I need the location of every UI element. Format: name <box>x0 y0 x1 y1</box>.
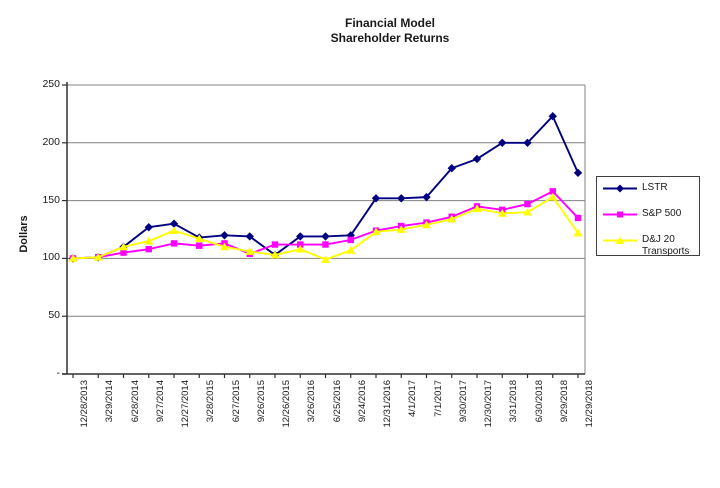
x-tick-label: 6/27/2015 <box>230 380 242 423</box>
marker-triangle <box>68 254 78 262</box>
x-tick-label: 9/26/2015 <box>255 380 267 423</box>
x-tick-label: 9/29/2018 <box>558 380 570 423</box>
x-tick-label: 9/30/2017 <box>457 380 469 423</box>
x-tick-label: 4/1/2017 <box>407 380 419 417</box>
chart-subtitle: Shareholder Returns <box>330 31 450 45</box>
x-tick-label: 3/28/2015 <box>205 380 217 423</box>
legend-marker-square <box>617 211 623 218</box>
x-tick-label: 12/31/2016 <box>382 380 393 428</box>
y-tick-label: - <box>56 367 61 379</box>
x-tick-label: 3/26/2016 <box>306 380 318 423</box>
legend-item-s-p-500: S&P 500 <box>603 208 699 221</box>
legend: LSTR S&P 500 D&J 20 Transports <box>596 176 700 258</box>
marker-triangle <box>93 253 103 261</box>
marker-diamond <box>169 219 179 228</box>
marker-square <box>549 188 556 195</box>
y-tick-label: 100 <box>42 251 60 264</box>
marker-triangle <box>118 242 129 251</box>
marker-square <box>271 241 279 248</box>
marker-triangle <box>371 227 381 236</box>
marker-diamond <box>245 232 254 241</box>
marker-square <box>574 214 582 222</box>
marker-triangle <box>573 228 583 237</box>
marker-triangle <box>497 209 507 217</box>
x-tick-label: 6/28/2014 <box>129 380 141 423</box>
marker-triangle <box>522 207 533 216</box>
marker-triangle <box>421 220 432 229</box>
x-tick-label: 3/31/2018 <box>508 380 520 423</box>
x-tick-label: 3/29/2014 <box>104 380 116 423</box>
marker-triangle <box>194 234 204 243</box>
marker-square <box>297 241 304 248</box>
marker-diamond <box>220 231 229 240</box>
legend-marker-triangle <box>615 236 625 244</box>
marker-diamond <box>422 192 431 202</box>
marker-diamond <box>447 164 456 173</box>
marker-square <box>347 236 354 244</box>
legend-label: S&P 500 <box>642 208 682 219</box>
legend-item-d-j-20-transports: D&J 20 Transports <box>603 234 699 258</box>
legend-swatch-triangle-icon <box>603 236 637 244</box>
marker-diamond <box>573 168 583 178</box>
legend-label: LSTR <box>642 182 668 193</box>
marker-diamond <box>144 222 153 232</box>
y-tick-label: 50 <box>48 309 60 322</box>
legend-swatch-diamond-icon <box>603 184 637 193</box>
marker-triangle <box>320 255 331 263</box>
marker-diamond <box>346 231 355 240</box>
marker-square <box>322 241 329 248</box>
marker-diamond <box>296 232 305 241</box>
y-tick-label: 250 <box>42 78 60 90</box>
marker-square <box>120 249 127 256</box>
marker-diamond <box>523 138 532 147</box>
marker-square <box>145 245 152 253</box>
x-tick-label: 12/26/2015 <box>281 380 292 428</box>
legend-label: D&J 20 Transports <box>642 234 690 257</box>
marker-triangle <box>472 204 482 213</box>
legend-swatch-square-icon <box>603 211 637 218</box>
x-tick-label: 9/27/2014 <box>154 380 166 423</box>
marker-triangle <box>396 225 406 233</box>
marker-triangle <box>548 192 558 201</box>
marker-triangle <box>295 244 305 253</box>
legend-marker-diamond <box>616 184 624 193</box>
chart-title: Financial Model <box>344 16 435 30</box>
marker-square <box>196 242 203 249</box>
x-tick-label: 6/30/2018 <box>533 380 545 423</box>
marker-diamond <box>371 194 381 203</box>
marker-diamond <box>472 154 482 164</box>
x-tick-label: 7/1/2017 <box>432 380 444 417</box>
x-tick-label: 12/30/2017 <box>483 380 494 428</box>
x-tick-label: 9/24/2016 <box>356 380 368 423</box>
y-tick-label: 200 <box>42 135 60 148</box>
marker-triangle <box>169 226 179 235</box>
marker-square <box>170 240 178 247</box>
x-tick-label: 12/27/2014 <box>180 380 191 428</box>
x-tick-label: 12/28/2013 <box>79 380 90 428</box>
marker-triangle <box>447 214 457 223</box>
marker-triangle <box>219 242 230 251</box>
legend-item-lstr: LSTR <box>603 182 699 195</box>
marker-square <box>524 200 531 208</box>
marker-diamond <box>548 112 557 121</box>
marker-diamond <box>397 194 406 203</box>
marker-triangle <box>346 246 356 254</box>
marker-triangle <box>144 236 154 245</box>
x-tick-label: 6/25/2016 <box>331 380 343 423</box>
y-tick-label: 150 <box>42 193 60 206</box>
marker-diamond <box>321 232 330 241</box>
marker-triangle <box>245 247 255 255</box>
x-tick-label: 12/29/2018 <box>584 380 595 428</box>
marker-diamond <box>498 138 507 147</box>
marker-triangle <box>270 250 280 259</box>
chart-title-block: Financial Model Shareholder Returns <box>240 16 540 46</box>
